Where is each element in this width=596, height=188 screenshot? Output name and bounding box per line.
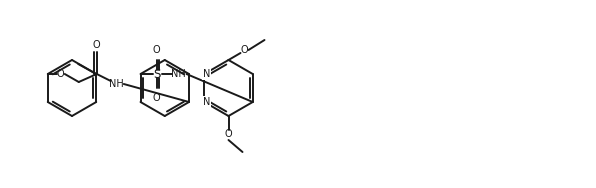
Text: N: N (203, 97, 210, 107)
Text: S: S (153, 67, 160, 80)
Text: O: O (57, 69, 64, 79)
Text: O: O (153, 45, 160, 55)
Text: O: O (225, 129, 232, 139)
Text: N: N (203, 69, 210, 79)
Text: NH: NH (110, 79, 124, 89)
Text: O: O (241, 45, 249, 55)
Text: O: O (93, 40, 101, 50)
Text: NH: NH (171, 69, 186, 79)
Text: O: O (153, 93, 160, 103)
